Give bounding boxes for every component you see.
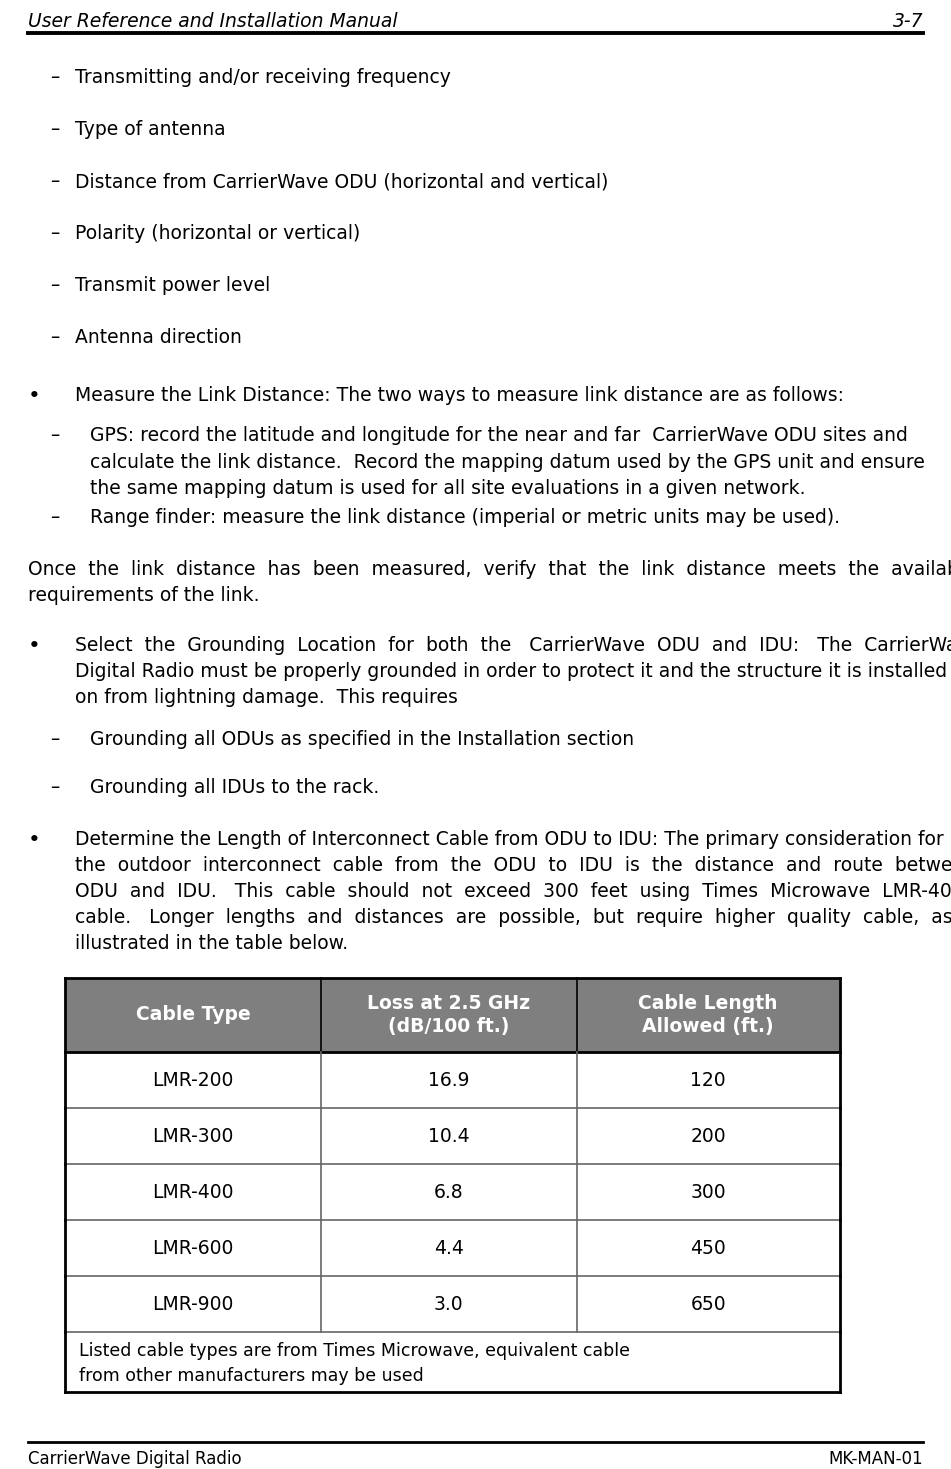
Text: User Reference and Installation Manual: User Reference and Installation Manual — [28, 12, 398, 31]
Text: 200: 200 — [690, 1127, 726, 1146]
Bar — [65, 978, 840, 1052]
Text: 3.0: 3.0 — [434, 1294, 463, 1313]
Text: Grounding all ODUs as specified in the Installation section: Grounding all ODUs as specified in the I… — [90, 730, 634, 749]
Text: Once  the  link  distance  has  been  measured,  verify  that  the  link  distan: Once the link distance has been measured… — [28, 560, 951, 579]
Text: –: – — [50, 172, 60, 191]
Text: Measure the Link Distance: The two ways to measure link distance are as follows:: Measure the Link Distance: The two ways … — [75, 386, 844, 405]
Text: •: • — [28, 636, 41, 657]
Text: Polarity (horizontal or vertical): Polarity (horizontal or vertical) — [75, 223, 360, 242]
Text: –: – — [50, 508, 60, 527]
Text: Digital Radio must be properly grounded in order to protect it and the structure: Digital Radio must be properly grounded … — [75, 663, 947, 682]
Text: MK-MAN-01: MK-MAN-01 — [828, 1450, 923, 1468]
Text: illustrated in the table below.: illustrated in the table below. — [75, 934, 348, 953]
Text: requirements of the link.: requirements of the link. — [28, 586, 260, 605]
Text: Determine the Length of Interconnect Cable from ODU to IDU: The primary consider: Determine the Length of Interconnect Cab… — [75, 830, 943, 849]
Text: 6.8: 6.8 — [434, 1183, 463, 1202]
Text: Distance from CarrierWave ODU (horizontal and vertical): Distance from CarrierWave ODU (horizonta… — [75, 172, 609, 191]
Text: LMR-200: LMR-200 — [152, 1071, 234, 1090]
Text: Select  the  Grounding  Location  for  both  the   CarrierWave  ODU  and  IDU:  : Select the Grounding Location for both t… — [75, 636, 951, 655]
Text: GPS: record the latitude and longitude for the near and far  CarrierWave ODU sit: GPS: record the latitude and longitude f… — [90, 426, 925, 498]
Text: –: – — [50, 120, 60, 140]
Text: –: – — [50, 223, 60, 242]
Text: Transmit power level: Transmit power level — [75, 276, 270, 295]
Text: –: – — [50, 779, 60, 798]
Text: •: • — [28, 830, 41, 851]
Text: the  outdoor  interconnect  cable  from  the  ODU  to  IDU  is  the  distance  a: the outdoor interconnect cable from the … — [75, 856, 951, 876]
Text: Grounding all IDUs to the rack.: Grounding all IDUs to the rack. — [90, 779, 379, 798]
Text: 10.4: 10.4 — [428, 1127, 470, 1146]
Text: –: – — [50, 426, 60, 445]
Text: –: – — [50, 328, 60, 347]
Text: Cable Length
Allowed (ft.): Cable Length Allowed (ft.) — [638, 993, 778, 1036]
Text: LMR-600: LMR-600 — [152, 1238, 234, 1257]
Text: 16.9: 16.9 — [428, 1071, 470, 1090]
Text: Type of antenna: Type of antenna — [75, 120, 225, 140]
Text: 3-7: 3-7 — [892, 12, 923, 31]
Text: –: – — [50, 730, 60, 749]
Text: Cable Type: Cable Type — [135, 1005, 250, 1024]
Text: 450: 450 — [690, 1238, 727, 1257]
Text: Antenna direction: Antenna direction — [75, 328, 242, 347]
Text: on from lightning damage.  This requires: on from lightning damage. This requires — [75, 687, 457, 707]
Text: 300: 300 — [690, 1183, 726, 1202]
Text: 650: 650 — [690, 1294, 726, 1313]
Text: •: • — [28, 386, 41, 405]
Text: –: – — [50, 68, 60, 87]
Text: Listed cable types are from Times Microwave, equivalent cable
from other manufac: Listed cable types are from Times Microw… — [79, 1343, 630, 1385]
Text: LMR-900: LMR-900 — [152, 1294, 234, 1313]
Text: LMR-300: LMR-300 — [152, 1127, 234, 1146]
Text: cable.   Longer  lengths  and  distances  are  possible,  but  require  higher  : cable. Longer lengths and distances are … — [75, 908, 951, 927]
Text: Transmitting and/or receiving frequency: Transmitting and/or receiving frequency — [75, 68, 451, 87]
Text: ODU  and  IDU.   This  cable  should  not  exceed  300  feet  using  Times  Micr: ODU and IDU. This cable should not excee… — [75, 881, 951, 900]
Text: Loss at 2.5 GHz
(dB/100 ft.): Loss at 2.5 GHz (dB/100 ft.) — [367, 993, 531, 1036]
Text: LMR-400: LMR-400 — [152, 1183, 234, 1202]
Text: –: – — [50, 276, 60, 295]
Text: 4.4: 4.4 — [434, 1238, 463, 1257]
Text: Range finder: measure the link distance (imperial or metric units may be used).: Range finder: measure the link distance … — [90, 508, 840, 527]
Text: 120: 120 — [690, 1071, 726, 1090]
Text: CarrierWave Digital Radio: CarrierWave Digital Radio — [28, 1450, 242, 1468]
